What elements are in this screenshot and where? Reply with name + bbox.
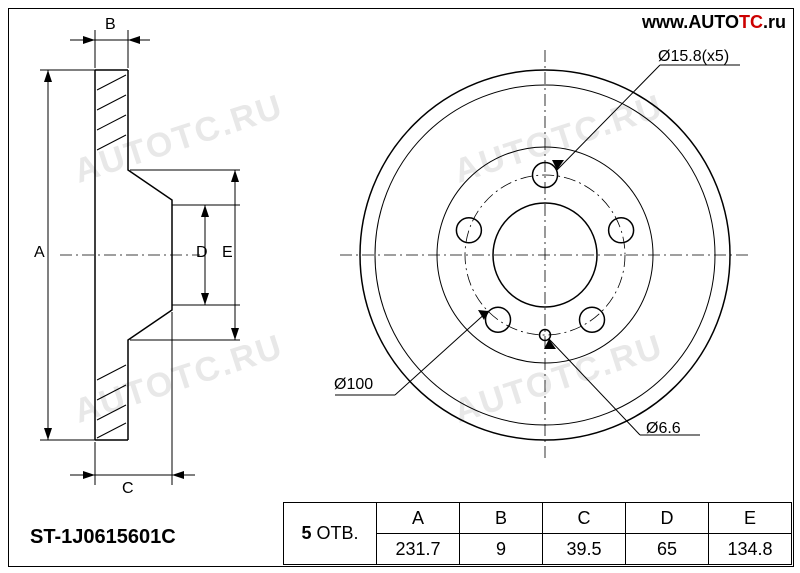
td-a: 231.7: [377, 534, 460, 565]
holes-count: 5: [301, 523, 311, 543]
dim-label-b: B: [105, 16, 116, 34]
callout-boltholes: Ø15.8(x5): [658, 48, 729, 66]
td-c: 39.5: [543, 534, 626, 565]
td-e: 134.8: [709, 534, 792, 565]
callout-pcd: Ø100: [334, 376, 373, 394]
td-d: 65: [626, 534, 709, 565]
th-a: A: [377, 503, 460, 534]
dim-label-e: E: [222, 244, 233, 262]
part-number: ST-1J0615601C: [30, 526, 176, 549]
holes-unit: ОТВ.: [317, 523, 359, 543]
holes-cell: 5 ОТВ.: [284, 503, 377, 565]
drawing-svg: [0, 0, 800, 573]
dim-label-c: C: [122, 480, 134, 498]
th-c: C: [543, 503, 626, 534]
td-b: 9: [460, 534, 543, 565]
dim-label-a: A: [34, 244, 45, 262]
dim-label-d: D: [196, 244, 208, 262]
th-e: E: [709, 503, 792, 534]
dimension-table: 5 ОТВ. A B C D E 231.7 9 39.5 65 134.8: [283, 502, 792, 565]
callout-pin: Ø6.6: [646, 420, 681, 438]
th-d: D: [626, 503, 709, 534]
th-b: B: [460, 503, 543, 534]
